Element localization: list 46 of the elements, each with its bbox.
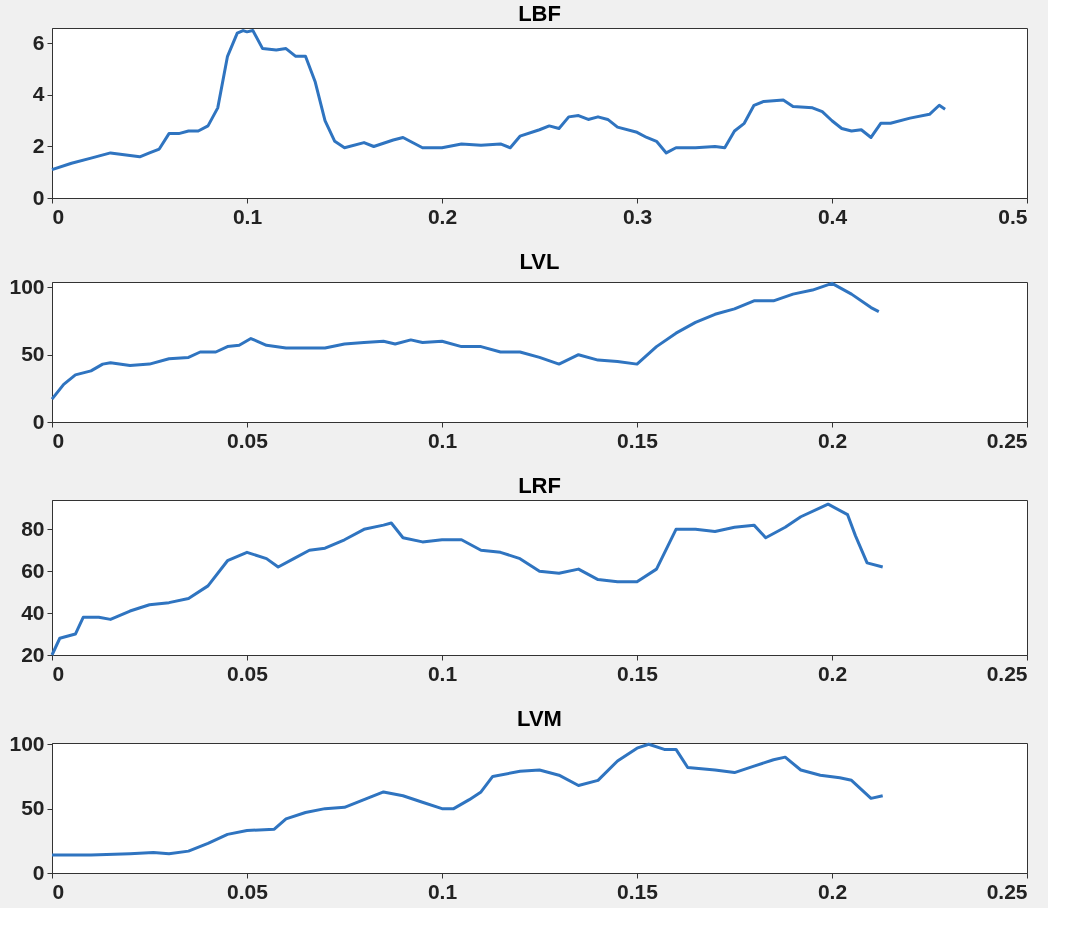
y-tick-label: 80: [21, 516, 45, 540]
x-tick-label: 0.2: [817, 879, 848, 903]
y-tick-label: 60: [21, 558, 45, 582]
y-tick-label: 100: [9, 731, 45, 755]
chart-title: LBF: [518, 1, 561, 26]
x-tick-label: 0.05: [227, 661, 269, 685]
x-tick-label: 0: [52, 428, 65, 452]
y-tick-label: 0: [32, 409, 45, 433]
line-series: [50, 742, 885, 857]
chart-title: LVL: [519, 249, 560, 275]
y-tick-label: 2: [32, 133, 45, 157]
x-tick-label: 0.4: [817, 204, 848, 228]
y-tick-label: 20: [21, 642, 45, 666]
x-tick-label: 0.3: [622, 204, 653, 228]
x-tick-label: 0.05: [227, 879, 269, 903]
x-tick-label: 0.1: [427, 661, 458, 685]
x-tick-label: 0.2: [427, 204, 458, 228]
chart-title: LRF: [518, 473, 561, 498]
x-tick-label: 0.1: [427, 879, 458, 903]
x-tick-label: 0.05: [227, 428, 269, 452]
x-tick-label: 0.25: [986, 428, 1028, 452]
x-tick-label: 0.1: [232, 204, 263, 228]
y-tick-label: 50: [21, 796, 45, 820]
y-tick-label: 0: [32, 185, 45, 209]
y-tick-label: 0: [32, 860, 45, 884]
chart-title: LVM: [517, 706, 562, 732]
x-tick-label: 0.15: [617, 879, 659, 903]
x-tick-label: 0.25: [986, 879, 1028, 903]
x-tick-label: 0: [52, 204, 65, 228]
y-tick-label: 4: [32, 82, 45, 106]
x-tick-label: 0.5: [998, 204, 1028, 228]
y-tick-label: 40: [21, 600, 45, 624]
x-tick-label: 0.2: [817, 428, 848, 452]
x-tick-label: 0.15: [617, 661, 659, 685]
line-series: [50, 29, 947, 172]
x-tick-label: 0.2: [817, 661, 848, 685]
x-tick-label: 0.1: [427, 428, 458, 452]
y-tick-label: 50: [21, 342, 45, 366]
y-tick-label: 100: [9, 274, 45, 298]
x-tick-label: 0: [52, 879, 65, 903]
x-tick-label: 0.15: [617, 428, 659, 452]
x-tick-label: 0: [52, 661, 65, 685]
x-tick-label: 0.25: [986, 661, 1028, 685]
line-series: [50, 502, 885, 657]
line-series: [50, 281, 881, 401]
y-tick-label: 6: [32, 30, 45, 54]
